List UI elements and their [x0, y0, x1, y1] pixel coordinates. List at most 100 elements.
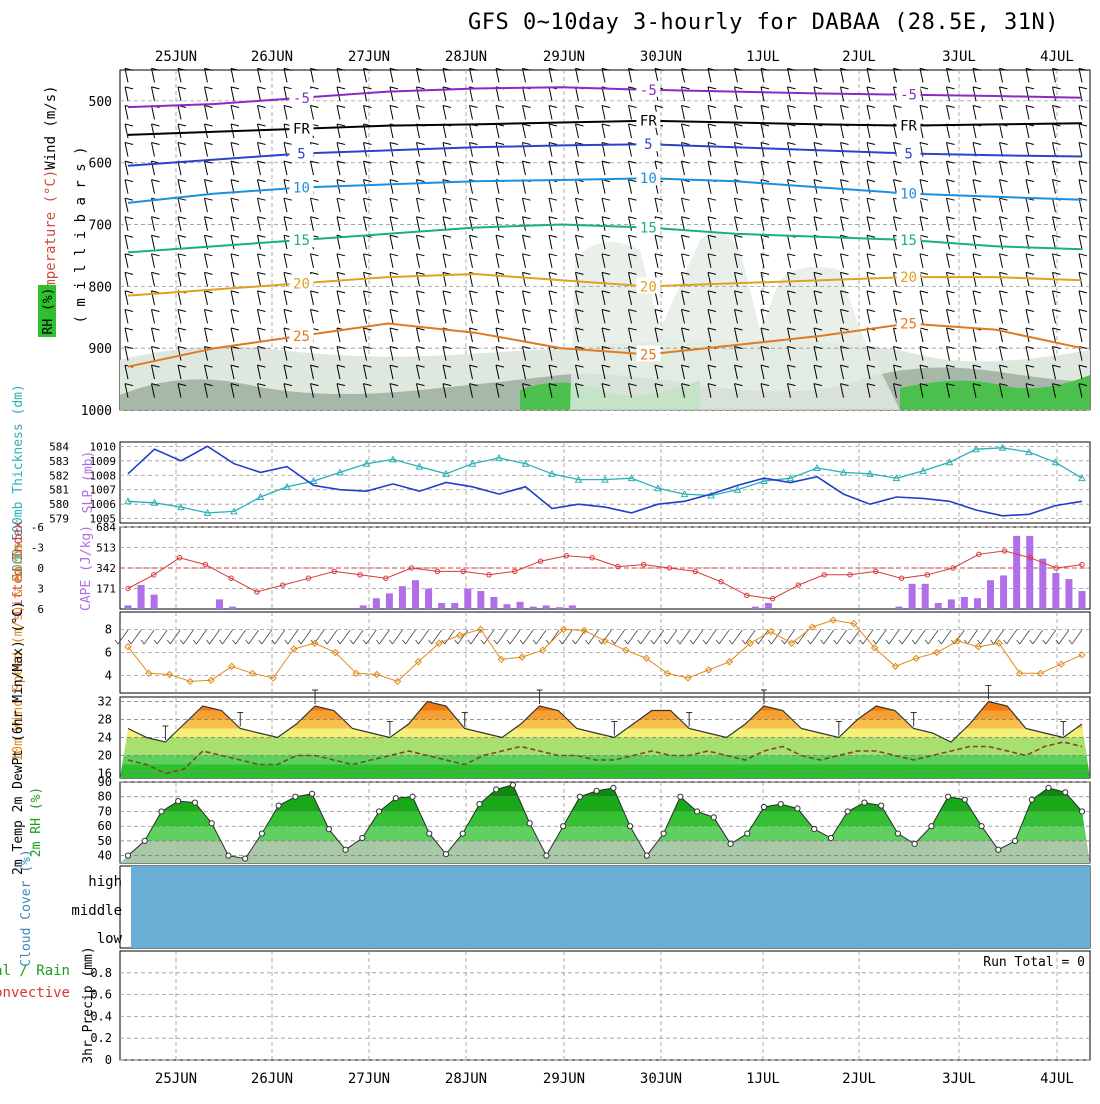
- wind-barb-shaft: [416, 216, 420, 231]
- pressure-tick-label: 1000: [81, 404, 112, 419]
- li-point: [692, 568, 698, 575]
- wind-barb-shaft: [866, 198, 871, 213]
- wind-barb-shaft: [707, 216, 712, 231]
- wind-barb-flag: [840, 197, 849, 201]
- wind-barb-shaft: [840, 346, 844, 361]
- wind-barb-shaft: [495, 216, 500, 231]
- wind-barb-shaft: [416, 346, 420, 361]
- surface-wind-flag: [559, 639, 563, 645]
- wind-barb-flag: [204, 327, 213, 331]
- isotherm-label: 5: [644, 137, 652, 153]
- wind-barb-shaft: [999, 198, 1003, 213]
- wind-barb-flag: [469, 216, 478, 220]
- rh-point: [677, 793, 684, 800]
- wind-barb-shaft: [442, 253, 447, 268]
- wind-barb-shaft: [999, 290, 1003, 306]
- wind-barb-flag: [283, 383, 293, 387]
- surface-wind-flag: [572, 639, 576, 645]
- surface-wind-flag: [454, 639, 459, 645]
- wind-barb-flag: [522, 308, 531, 312]
- wind-barb-shaft: [628, 160, 632, 176]
- isotherm-line: [127, 177, 1083, 204]
- wind-barb-shaft: [416, 105, 420, 120]
- surface-wind-barb: [300, 629, 312, 645]
- wind-barb-shaft: [151, 216, 155, 231]
- rh-tick-label: 60: [98, 819, 112, 833]
- wind-barb-flag: [389, 160, 399, 164]
- wind-barb-shaft: [1078, 346, 1083, 361]
- isotherm-label-bg: [289, 88, 314, 105]
- wind-barb-flag: [1078, 142, 1088, 146]
- wind-barb-flag: [336, 216, 346, 220]
- wind-barb-flag: [972, 253, 982, 257]
- wind-barb-flag: [919, 383, 929, 387]
- wind-barb-flag: [416, 253, 425, 257]
- wind-barb-shaft: [495, 346, 500, 361]
- wind-barb-flag: [548, 123, 558, 127]
- wind-barb-flag: [946, 290, 955, 294]
- wind-barb-flag: [442, 104, 452, 108]
- wind-barb-shaft: [734, 346, 738, 361]
- slp-tick-label: 1008: [90, 469, 117, 482]
- wind-barb-flag: [230, 364, 240, 368]
- wind-barb-flag: [230, 290, 240, 294]
- wind-barb-flag: [681, 142, 690, 146]
- wind-barb-flag: [469, 346, 478, 350]
- wind-barb-shaft: [495, 86, 500, 102]
- surface-wind-flag: [715, 639, 720, 645]
- wind-speed-point: [331, 648, 340, 657]
- wind-barb-flag: [707, 104, 717, 108]
- wind-barb-flag: [760, 123, 770, 127]
- wind-barb-flag: [363, 197, 372, 201]
- rh-band: [120, 840, 1090, 863]
- day-label-top: 25JUN: [155, 49, 197, 65]
- wind-barb-flag: [734, 253, 743, 257]
- wind-barb-flag: [257, 327, 266, 331]
- rh-point: [643, 852, 650, 859]
- cape-bar: [359, 605, 367, 609]
- wind-barb-shaft: [522, 327, 526, 343]
- wind-barb-flag: [204, 179, 213, 183]
- wind-barb-shaft: [336, 216, 341, 231]
- wind-barb-flag: [919, 253, 929, 257]
- wind-barb-flag: [628, 197, 637, 201]
- wind-barb-shaft: [442, 309, 447, 324]
- isotherm-label-bg: [636, 135, 661, 152]
- wind-barb-shaft: [813, 105, 818, 120]
- wind-barb-shaft: [230, 198, 235, 213]
- wind-speed-point: [746, 639, 754, 647]
- surface-wind-barb: [183, 629, 194, 645]
- wind-barb-shaft: [1078, 309, 1083, 324]
- wind-barb-flag: [601, 271, 611, 275]
- wind-barb-flag: [363, 253, 372, 257]
- isotherm-label-bg: [896, 268, 921, 285]
- wind-barb-flag: [336, 123, 346, 127]
- wind-barb-flag: [495, 197, 505, 201]
- rh-point: [191, 799, 199, 806]
- wind-barb-shaft: [1052, 346, 1056, 361]
- wind-barb-flag: [363, 179, 372, 183]
- rh-point: [493, 786, 500, 793]
- wind-barb-flag: [575, 253, 584, 257]
- wind-barb-flag: [257, 364, 266, 368]
- wind-barb-flag: [495, 234, 505, 238]
- wind-barb-shaft: [760, 179, 765, 194]
- wind-barb-flag: [1078, 364, 1088, 368]
- wind-barb-shaft: [787, 216, 791, 231]
- surface-wind-barb: [901, 629, 913, 645]
- wind-barb-shaft: [681, 86, 685, 102]
- wind-barb-shaft: [177, 235, 182, 250]
- rh-point: [1011, 837, 1019, 845]
- surface-wind-flag: [336, 639, 341, 645]
- wind-barb-shaft: [1078, 364, 1083, 380]
- wind-barb-flag: [389, 67, 399, 71]
- wind-barb-flag: [124, 160, 134, 164]
- wind-barb-flag: [1025, 234, 1035, 238]
- wind-barb-shaft: [283, 216, 288, 231]
- li-tick-label: 0: [37, 562, 44, 575]
- wind-barb-flag: [999, 234, 1008, 238]
- wind-barb-flag: [893, 67, 902, 71]
- wind-speed-point: [663, 669, 671, 678]
- wind-barb-shaft: [469, 290, 473, 306]
- wind-barb-flag: [1052, 104, 1061, 108]
